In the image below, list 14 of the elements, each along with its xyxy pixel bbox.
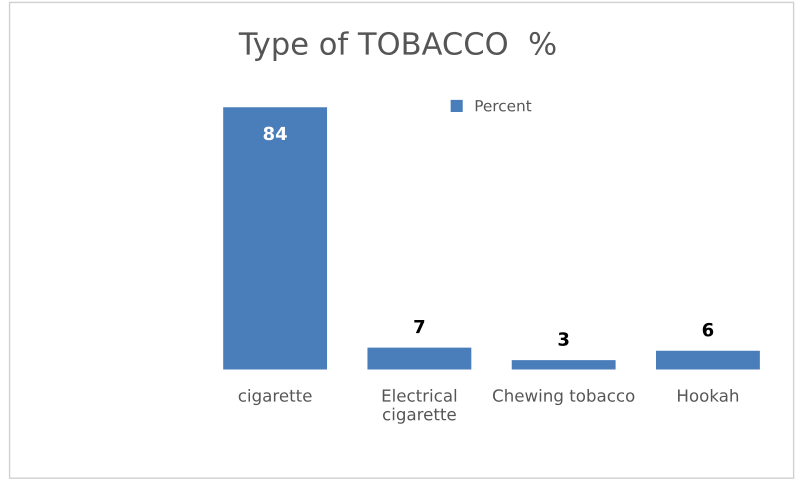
data-label: 3 xyxy=(558,332,569,346)
legend-label: Percent xyxy=(476,100,532,112)
x-tick-label: Electrical cigarette xyxy=(382,388,456,424)
chart-title: Type of TOBACCO % xyxy=(238,31,556,61)
x-tick-label: cigarette xyxy=(238,388,312,406)
bar xyxy=(656,350,760,370)
data-label: 6 xyxy=(702,322,714,337)
bar xyxy=(223,107,328,370)
x-tick-label: Hookah xyxy=(678,388,738,402)
bar xyxy=(367,348,472,370)
bar xyxy=(512,360,616,370)
x-tick-label: Chewing tobacco xyxy=(493,388,634,406)
data-label: 7 xyxy=(414,320,424,334)
data-label: 84 xyxy=(264,126,287,140)
